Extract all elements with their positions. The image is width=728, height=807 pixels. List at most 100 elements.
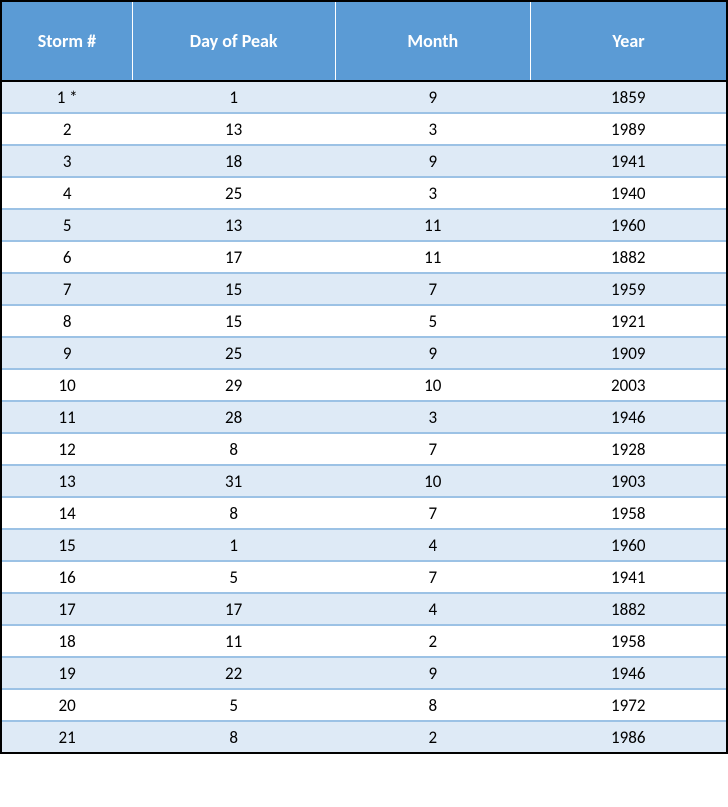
- cell-storm: 2: [2, 113, 132, 145]
- table-row: 16571941: [2, 561, 726, 593]
- cell-day: 17: [132, 593, 335, 625]
- cell-storm: 9: [2, 337, 132, 369]
- cell-month: 5: [335, 305, 530, 337]
- cell-storm: 16: [2, 561, 132, 593]
- cell-month: 3: [335, 177, 530, 209]
- table-row: 617111882: [2, 241, 726, 273]
- cell-day: 25: [132, 337, 335, 369]
- cell-storm: 20: [2, 689, 132, 721]
- table-row: 20581972: [2, 689, 726, 721]
- cell-storm: 8: [2, 305, 132, 337]
- table-row: 1 *191859: [2, 81, 726, 113]
- cell-day: 25: [132, 177, 335, 209]
- cell-storm: 7: [2, 273, 132, 305]
- cell-year: 1921: [531, 305, 727, 337]
- cell-month: 9: [335, 657, 530, 689]
- cell-month: 3: [335, 113, 530, 145]
- cell-year: 1903: [531, 465, 727, 497]
- table-row: 12871928: [2, 433, 726, 465]
- cell-month: 8: [335, 689, 530, 721]
- cell-year: 1960: [531, 529, 727, 561]
- table-row: 192291946: [2, 657, 726, 689]
- cell-year: 1959: [531, 273, 727, 305]
- cell-month: 9: [335, 145, 530, 177]
- cell-month: 10: [335, 369, 530, 401]
- cell-day: 15: [132, 305, 335, 337]
- cell-month: 9: [335, 337, 530, 369]
- table-row: 81551921: [2, 305, 726, 337]
- cell-year: 1940: [531, 177, 727, 209]
- header-storm: Storm #: [2, 2, 132, 81]
- cell-year: 1859: [531, 81, 727, 113]
- cell-storm: 14: [2, 497, 132, 529]
- cell-day: 1: [132, 81, 335, 113]
- cell-month: 4: [335, 529, 530, 561]
- cell-storm: 11: [2, 401, 132, 433]
- cell-day: 8: [132, 497, 335, 529]
- header-month: Month: [335, 2, 530, 81]
- cell-day: 11: [132, 625, 335, 657]
- cell-month: 7: [335, 273, 530, 305]
- cell-month: 7: [335, 433, 530, 465]
- table-row: 1331101903: [2, 465, 726, 497]
- cell-day: 31: [132, 465, 335, 497]
- table-row: 112831946: [2, 401, 726, 433]
- cell-month: 2: [335, 625, 530, 657]
- cell-day: 13: [132, 113, 335, 145]
- header-year: Year: [531, 2, 727, 81]
- table-row: 42531940: [2, 177, 726, 209]
- table-row: 181121958: [2, 625, 726, 657]
- cell-month: 7: [335, 497, 530, 529]
- cell-storm: 3: [2, 145, 132, 177]
- cell-year: 1882: [531, 241, 727, 273]
- table-row: 92591909: [2, 337, 726, 369]
- cell-storm: 10: [2, 369, 132, 401]
- cell-year: 2003: [531, 369, 727, 401]
- table-row: 513111960: [2, 209, 726, 241]
- table-row: 31891941: [2, 145, 726, 177]
- cell-month: 11: [335, 241, 530, 273]
- cell-year: 1960: [531, 209, 727, 241]
- cell-day: 5: [132, 561, 335, 593]
- cell-year: 1941: [531, 145, 727, 177]
- cell-year: 1958: [531, 497, 727, 529]
- table-row: 1029102003: [2, 369, 726, 401]
- cell-year: 1941: [531, 561, 727, 593]
- cell-month: 4: [335, 593, 530, 625]
- cell-storm: 6: [2, 241, 132, 273]
- cell-year: 1909: [531, 337, 727, 369]
- cell-storm: 17: [2, 593, 132, 625]
- table-row: 21331989: [2, 113, 726, 145]
- cell-year: 1882: [531, 593, 727, 625]
- cell-storm: 21: [2, 721, 132, 752]
- header-day: Day of Peak: [132, 2, 335, 81]
- cell-month: 2: [335, 721, 530, 752]
- cell-month: 11: [335, 209, 530, 241]
- table-header: Storm # Day of Peak Month Year: [2, 2, 726, 81]
- cell-year: 1972: [531, 689, 727, 721]
- cell-year: 1946: [531, 657, 727, 689]
- cell-year: 1989: [531, 113, 727, 145]
- cell-year: 1986: [531, 721, 727, 752]
- cell-storm: 15: [2, 529, 132, 561]
- table-body: 1 *1918592133198931891941425319405131119…: [2, 81, 726, 752]
- cell-day: 29: [132, 369, 335, 401]
- cell-day: 13: [132, 209, 335, 241]
- cell-storm: 4: [2, 177, 132, 209]
- table-row: 71571959: [2, 273, 726, 305]
- cell-month: 7: [335, 561, 530, 593]
- cell-year: 1958: [531, 625, 727, 657]
- cell-day: 1: [132, 529, 335, 561]
- header-row: Storm # Day of Peak Month Year: [2, 2, 726, 81]
- cell-storm: 18: [2, 625, 132, 657]
- table-row: 14871958: [2, 497, 726, 529]
- cell-year: 1946: [531, 401, 727, 433]
- cell-day: 8: [132, 721, 335, 752]
- cell-storm: 1 *: [2, 81, 132, 113]
- cell-month: 10: [335, 465, 530, 497]
- storm-table-container: Storm # Day of Peak Month Year 1 *191859…: [0, 0, 728, 754]
- cell-year: 1928: [531, 433, 727, 465]
- cell-month: 9: [335, 81, 530, 113]
- storm-table: Storm # Day of Peak Month Year 1 *191859…: [2, 2, 726, 752]
- cell-storm: 13: [2, 465, 132, 497]
